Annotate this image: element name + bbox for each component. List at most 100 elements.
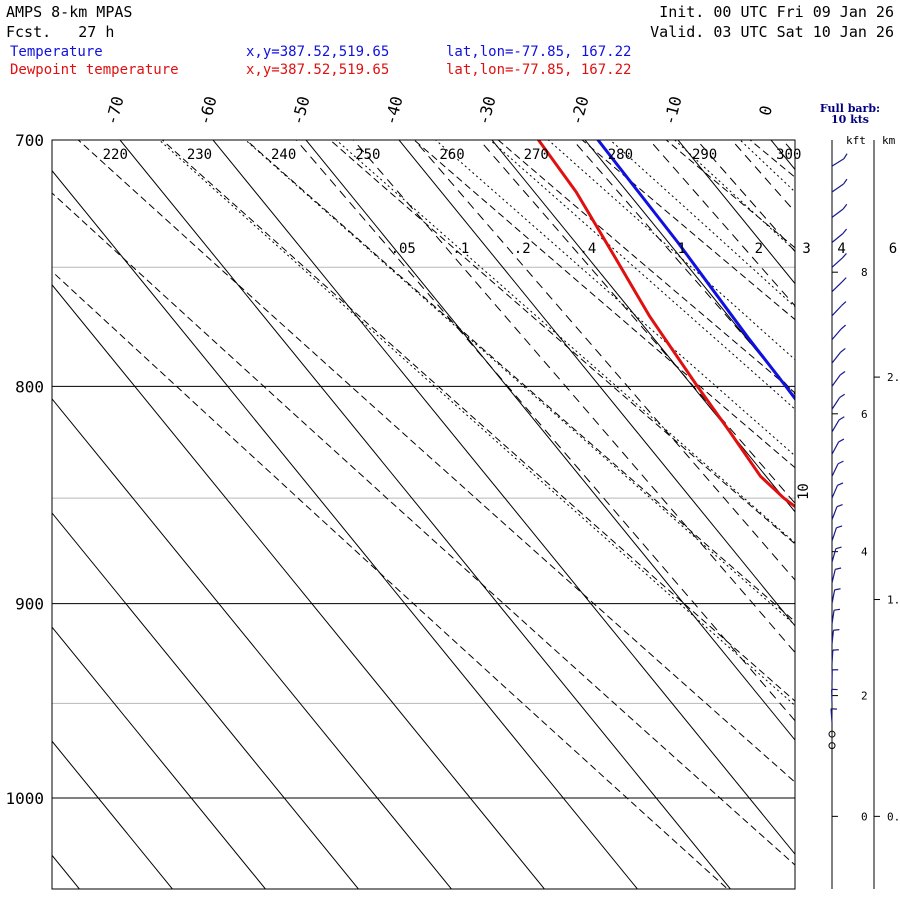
mixing-ratio-label: .05	[391, 241, 416, 257]
wind-barb	[831, 441, 840, 455]
legend-dewpoint-latlon: lat,lon=-77.85, 167.22	[446, 62, 632, 78]
mixing-ratio-lines	[295, 140, 795, 722]
mixing-ratio-label: 6	[889, 241, 897, 257]
model-name: AMPS 8-km MPAS	[6, 3, 133, 21]
wind-barb	[831, 630, 835, 645]
wind-barb	[831, 506, 838, 520]
plot-frame	[51, 139, 796, 890]
wind-barb-flag	[841, 301, 847, 307]
dry-adiabat-line	[413, 140, 795, 469]
wind-barb	[831, 569, 836, 584]
profile-lines	[537, 140, 795, 509]
init-time: 00 UTC Fri 09 Jan 26	[713, 3, 894, 21]
theta-label: 240	[271, 147, 296, 163]
wind-barb-flag	[843, 153, 848, 160]
moist-adiabat-line	[609, 140, 795, 308]
dry-adiabat-line	[52, 270, 729, 889]
km-tick-label: 2.	[887, 371, 900, 384]
wind-barb-flag	[834, 588, 841, 591]
moist-adiabat-line	[700, 0, 900, 900]
valid-time-row: Valid. 03 UTC Sat 10 Jan 26	[650, 22, 894, 42]
legend-temperature-latlon: lat,lon=-77.85, 167.22	[446, 44, 632, 60]
wind-barb	[831, 351, 842, 364]
theta-label: 260	[439, 147, 464, 163]
isotherm-line	[584, 140, 795, 399]
barb-note-line2: 10 kts	[830, 113, 870, 126]
temperature-tick-label: -60	[195, 94, 221, 127]
init-label: Init.	[659, 3, 705, 21]
kft-tick-label: 0	[861, 810, 868, 823]
dry-adiabat-line	[245, 140, 795, 623]
legend-dewpoint-xy: x,y=387.52,519.65	[246, 62, 390, 78]
isotherm-line	[52, 854, 81, 889]
isotherm-line	[52, 512, 360, 889]
dry-adiabat-line	[665, 140, 795, 249]
mixing-ratio-label: 3	[802, 241, 810, 257]
wind-barb-flag	[842, 228, 848, 235]
km-tick-label: 1.	[887, 594, 900, 607]
wind-barb	[831, 374, 841, 387]
temperature-tick-label: -10	[660, 94, 686, 127]
theta-label: 300	[776, 147, 801, 163]
legend-dewpoint: Dewpoint temperature x,y=387.52,519.65 l…	[10, 61, 670, 79]
isobar-lines	[52, 139, 795, 799]
wind-barb	[831, 610, 835, 625]
isotherm-line	[677, 140, 795, 285]
moist-adiabat-line	[673, 140, 795, 252]
temperature-line	[596, 140, 795, 402]
valid-label: Valid.	[650, 23, 705, 41]
fcst-label: Fcst.	[6, 23, 52, 41]
wind-barb-flag	[840, 324, 847, 330]
wind-barb	[831, 589, 836, 604]
wind-barbs: 10	[796, 153, 848, 750]
moist-adiabat-line	[335, 140, 795, 544]
isotherm-line	[52, 283, 546, 889]
theta-label: 230	[187, 147, 212, 163]
isotherm-line	[398, 140, 795, 627]
legend-dewpoint-label: Dewpoint temperature	[10, 62, 179, 78]
theta-label: 290	[692, 147, 717, 163]
kft-tick-label: 4	[861, 546, 868, 559]
isotherm-line	[52, 626, 267, 889]
wind-barb-flag	[833, 608, 841, 611]
wind-barb-flag	[837, 482, 844, 486]
wind-barb	[830, 708, 833, 723]
mixing-ratio-label: .4	[579, 241, 596, 257]
wind-barb-flag	[841, 277, 847, 283]
wind-barb-flag	[835, 546, 842, 550]
theta-label: 270	[524, 147, 549, 163]
mixing-ratio-label: .2	[514, 241, 531, 257]
wind-barb-flag	[843, 178, 848, 185]
wind-barb	[831, 397, 841, 410]
moist-adiabat-line	[434, 140, 795, 457]
moist-adiabat-line	[739, 140, 795, 193]
theta-label: 250	[355, 147, 380, 163]
isotherm-lines	[52, 140, 795, 889]
isotherm-line	[305, 140, 795, 741]
wind-barb-flag	[839, 370, 846, 376]
mixing-ratio-line	[295, 140, 795, 722]
km-label: km	[882, 134, 896, 147]
isotherm-line	[119, 140, 732, 889]
wind-barb	[831, 281, 843, 293]
wind-barb-flag	[836, 525, 843, 529]
wind-barb-flag	[839, 393, 846, 399]
wind-barb	[831, 527, 837, 542]
moist-adiabat-line	[489, 140, 795, 410]
isotherm-line	[52, 740, 174, 889]
wind-barb	[831, 158, 845, 167]
wind-barb-label: 10	[796, 483, 812, 500]
wind-barb-flag	[836, 503, 843, 508]
height-axis: kft km 8 6 4 2 0 2. 1. 0.	[831, 134, 900, 889]
pressure-tick-label: 900	[15, 595, 44, 614]
isotherm-line	[52, 169, 639, 889]
isotherm-line	[212, 140, 795, 855]
theta-label: 280	[608, 147, 633, 163]
isotherm-line	[52, 398, 453, 889]
